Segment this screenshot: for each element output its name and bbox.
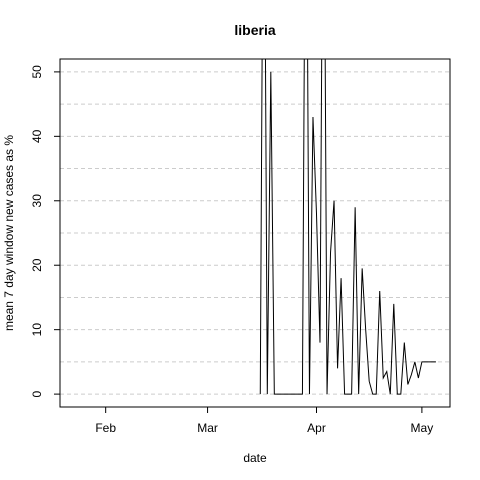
x-tick-label: Apr xyxy=(307,421,326,435)
plot-frame xyxy=(59,58,451,408)
y-tick-label: 30 xyxy=(30,194,44,208)
x-axis: Feb Mar Apr May xyxy=(95,407,433,435)
y-tick-label: 40 xyxy=(30,129,44,143)
y-tick-label: 10 xyxy=(30,323,44,337)
grid-lines xyxy=(60,71,450,395)
y-tick-label: 50 xyxy=(30,65,44,79)
chart-title: liberia xyxy=(234,22,275,38)
y-axis-label: mean 7 day window new cases as % xyxy=(2,135,16,331)
x-tick-label: May xyxy=(411,421,434,435)
series-layer xyxy=(259,59,436,395)
series-line xyxy=(259,59,436,395)
y-tick-label: 20 xyxy=(30,258,44,272)
x-tick-label: Feb xyxy=(95,421,116,435)
x-axis-label: date xyxy=(243,451,267,465)
y-axis: 0 10 20 30 40 50 xyxy=(30,65,60,397)
x-tick-label: Mar xyxy=(197,421,218,435)
y-tick-label: 0 xyxy=(30,390,44,397)
